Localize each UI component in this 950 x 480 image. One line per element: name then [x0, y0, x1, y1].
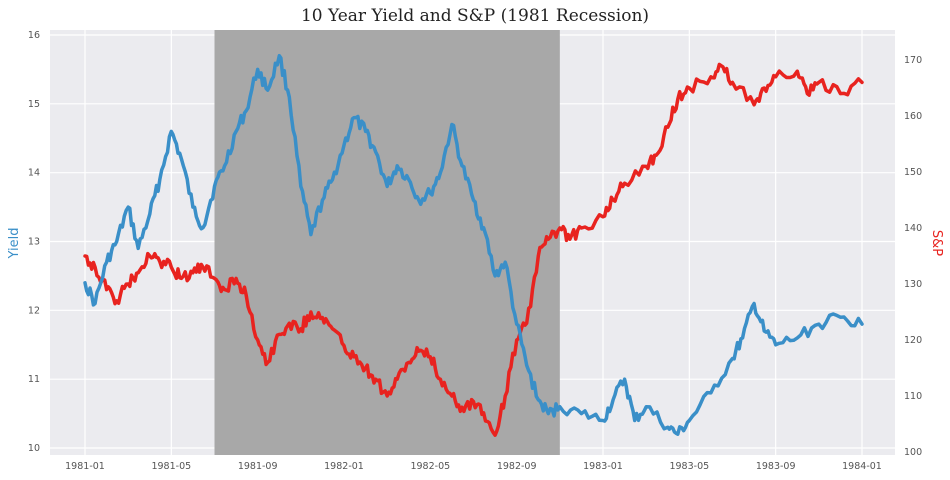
y-axis-label-right: S&P: [929, 230, 944, 256]
sp-series-line: [83, 62, 864, 437]
x-tick-label: 1983-01: [583, 461, 623, 472]
recession-shading: [214, 30, 560, 455]
y-left-tick-label: 11: [28, 374, 40, 385]
y-right-tick-label: 150: [904, 167, 922, 178]
y-axis-label-left: Yield: [7, 228, 22, 260]
y-right-tick-label: 160: [904, 111, 922, 122]
x-tick-label: 1984-01: [842, 461, 882, 472]
y-right-tick-label: 130: [904, 279, 922, 290]
y-left-tick-label: 13: [28, 237, 40, 248]
tick-labels: 10 11 12 13 14 15 16 100 110 120 130 140 150 160 170 19…: [28, 30, 922, 472]
y-right-tick-label: 140: [904, 223, 922, 234]
y-left-tick-label: 10: [28, 443, 40, 454]
x-tick-label: 1983-05: [669, 461, 709, 472]
x-tick-label: 1981-09: [238, 461, 278, 472]
y-left-tick-label: 15: [28, 99, 40, 110]
y-right-tick-label: 100: [904, 447, 922, 458]
x-tick-label: 1981-01: [65, 461, 105, 472]
x-tick-label: 1982-09: [497, 461, 537, 472]
x-tick-label: 1981-05: [151, 461, 191, 472]
y-left-tick-label: 14: [28, 168, 40, 179]
y-left-tick-label: 12: [28, 305, 40, 316]
x-tick-label: 1982-05: [410, 461, 450, 472]
y-left-tick-label: 16: [28, 30, 40, 41]
y-right-tick-label: 120: [904, 335, 922, 346]
yield-series-line: [83, 53, 864, 436]
chart-title: 10 Year Yield and S&P (1981 Recession): [301, 6, 649, 26]
x-tick-label: 1982-01: [324, 461, 364, 472]
y-right-tick-label: 170: [904, 55, 922, 66]
y-right-tick-label: 110: [904, 391, 922, 402]
x-tick-label: 1983-09: [756, 461, 796, 472]
